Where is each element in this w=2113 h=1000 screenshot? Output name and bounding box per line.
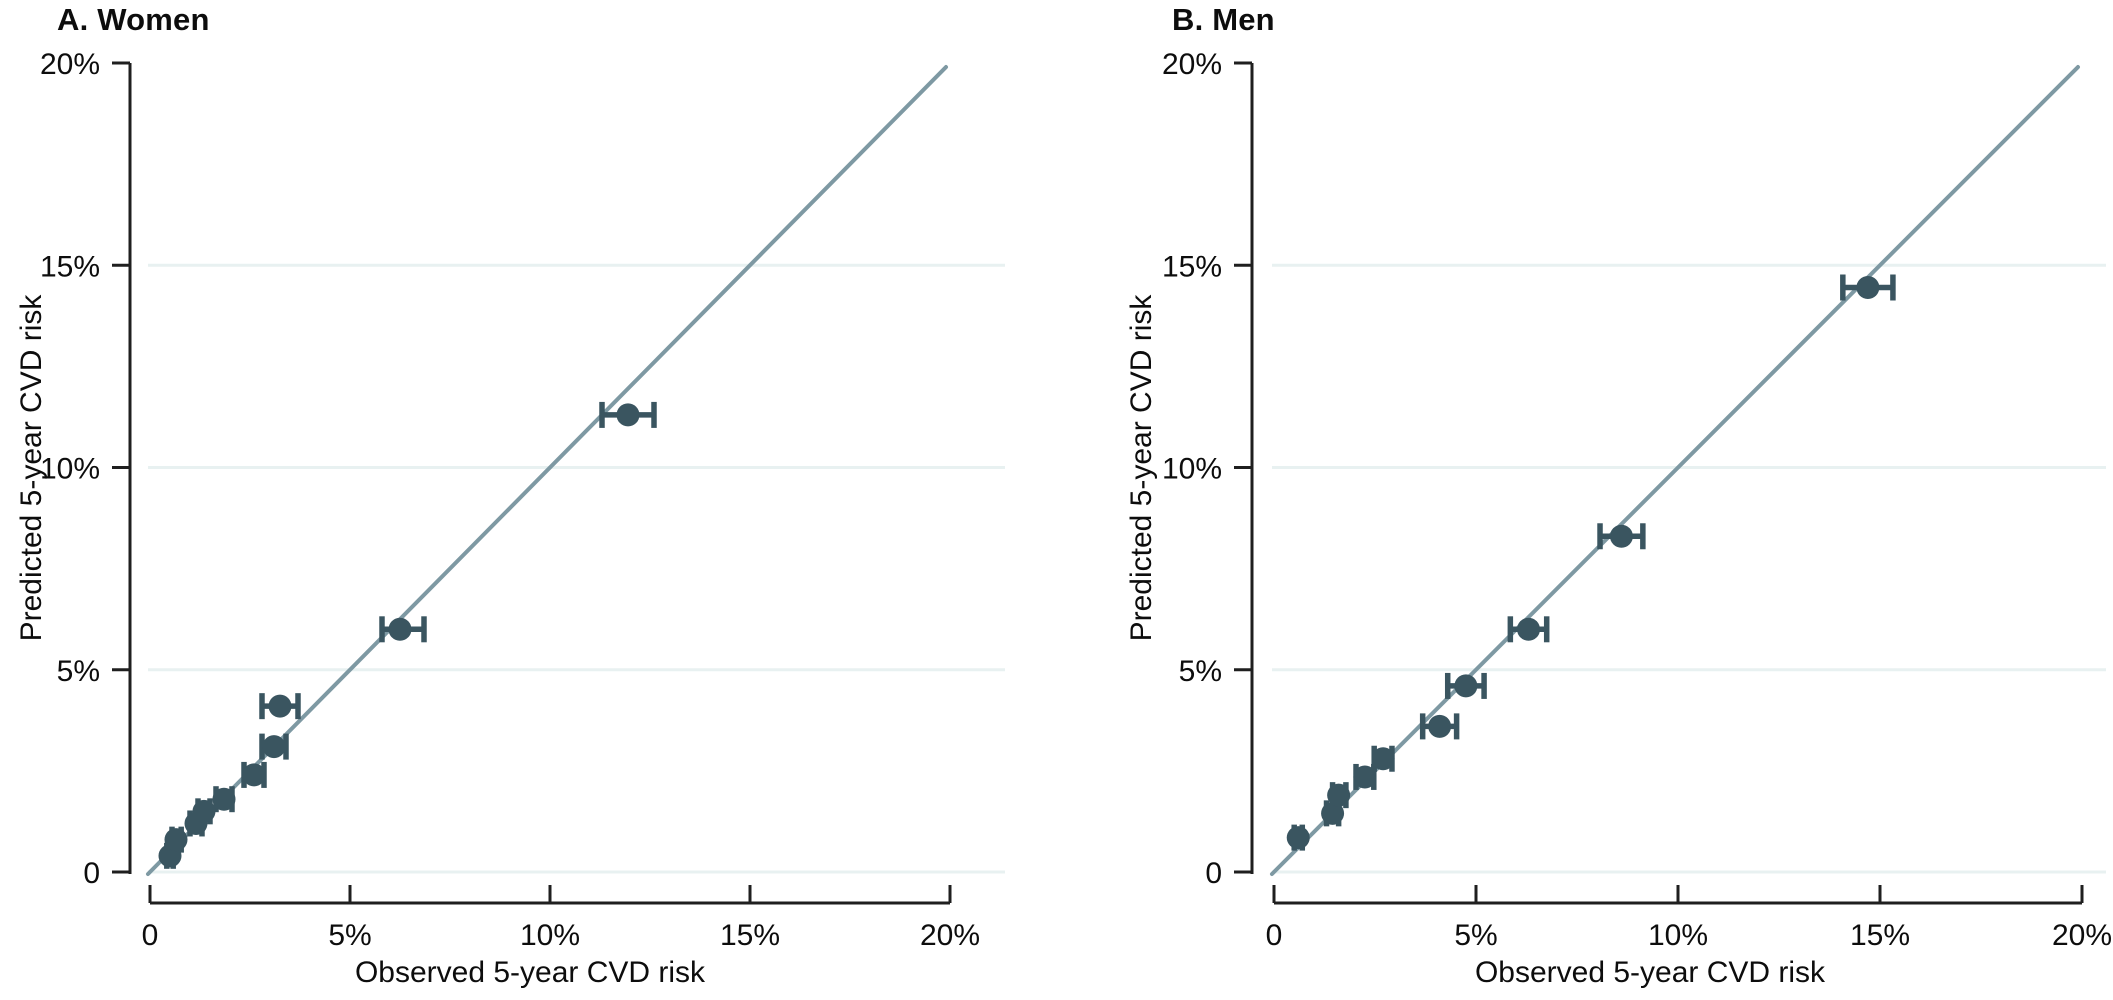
panel-b-plot: 0 5% 10% 15% 20% 0 5% 10% 15% 20%: [1162, 48, 2112, 952]
x-tick-label: 5%: [328, 919, 371, 952]
y-tick-label: 10%: [1162, 453, 1222, 486]
x-tick-label: 20%: [2052, 919, 2112, 952]
data-point: [164, 828, 188, 852]
data-point: [1353, 765, 1377, 789]
y-tick-label: 15%: [40, 250, 100, 283]
panel-a-plot: 0 5% 10% 15% 20% 0 5% 10% 15% 20%: [40, 48, 1005, 952]
x-tick-label: 15%: [720, 919, 780, 952]
data-point: [262, 735, 286, 759]
data-point: [388, 617, 412, 641]
x-tick-label: 15%: [1850, 919, 1910, 952]
y-tick-label: 0: [1205, 857, 1222, 890]
data-point: [1321, 801, 1345, 825]
panel-b-y-axis-title: Predicted 5-year CVD risk: [1125, 294, 1158, 642]
x-tick-label: 10%: [520, 919, 580, 952]
y-tick-label: 10%: [40, 453, 100, 486]
x-tick-label: 0: [142, 919, 159, 952]
identity-line: [1269, 65, 2080, 877]
data-point: [1371, 747, 1395, 771]
panel-a-x-axis-title: Observed 5-year CVD risk: [354, 956, 706, 989]
y-tick-label: 20%: [1162, 48, 1222, 81]
x-tick-label: 5%: [1454, 919, 1497, 952]
x-tick-label: 20%: [920, 919, 980, 952]
data-point: [1517, 617, 1541, 641]
data-point: [1856, 275, 1880, 299]
x-tick-label: 0: [1266, 919, 1283, 952]
data-point: [1428, 714, 1452, 738]
y-tick-label: 20%: [40, 48, 100, 81]
panel-b-title: B. Men: [1172, 2, 1275, 37]
panel-a-title: A. Women: [57, 2, 210, 37]
panel-b-x-axis-title: Observed 5-year CVD risk: [1474, 956, 1826, 989]
data-point: [242, 763, 266, 787]
data-point: [616, 403, 640, 427]
data-point: [1286, 826, 1310, 850]
x-tick-label: 10%: [1648, 919, 1708, 952]
y-tick-label: 0: [83, 857, 100, 890]
data-point: [1327, 783, 1351, 807]
data-point: [212, 787, 236, 811]
data-point: [192, 799, 216, 823]
y-tick-label: 5%: [57, 655, 100, 688]
data-point: [1454, 674, 1478, 698]
y-tick-label: 15%: [1162, 250, 1222, 283]
data-point: [268, 694, 292, 718]
panel-a-y-axis-title: Predicted 5-year CVD risk: [15, 294, 48, 642]
data-point: [1609, 524, 1633, 548]
y-tick-label: 5%: [1179, 655, 1222, 688]
